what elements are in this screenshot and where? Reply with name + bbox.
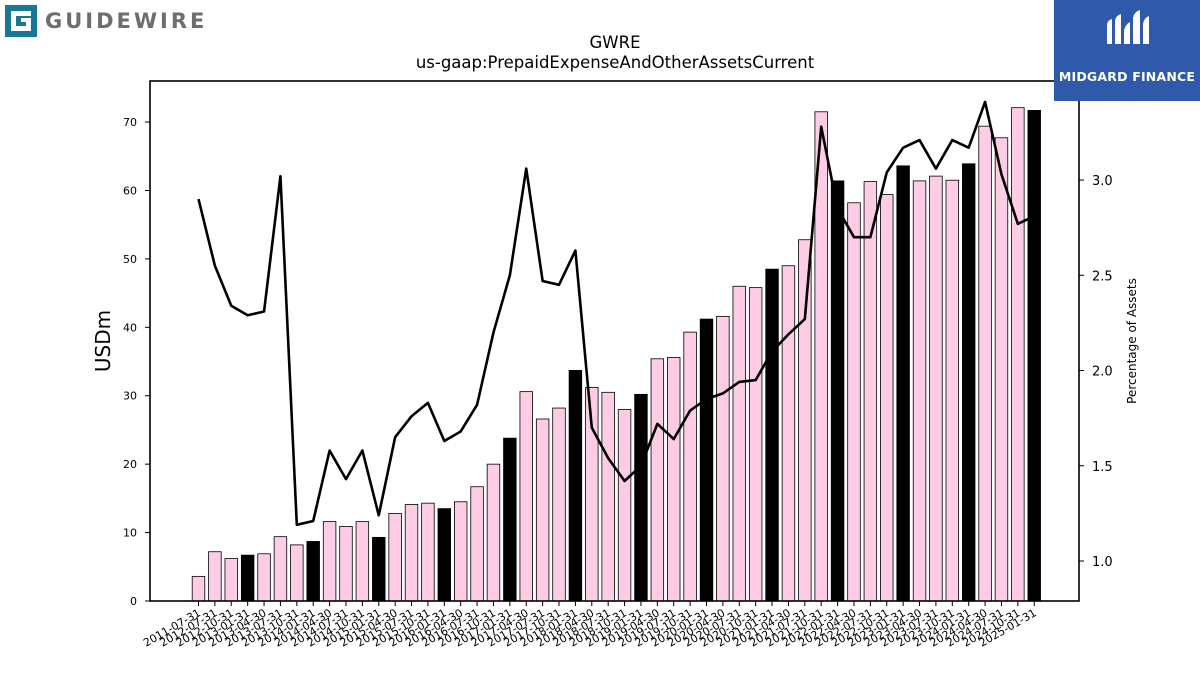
midgard-wordmark: MIDGARD FINANCE [1058, 69, 1196, 84]
line-series [197, 100, 1035, 527]
y-tick-label: 60 [123, 184, 137, 197]
bar [912, 180, 927, 602]
bar [486, 463, 501, 602]
percentage-line [197, 100, 1035, 527]
bar-highlight [503, 437, 517, 602]
bar [388, 513, 402, 602]
bar [355, 521, 370, 602]
y-axis-label: USDm [91, 310, 115, 372]
bar [224, 558, 238, 602]
bar [798, 239, 812, 602]
bar-highlight [437, 508, 452, 602]
bar [945, 179, 960, 602]
bar [453, 501, 468, 602]
bar [748, 287, 763, 602]
guidewire-logo: GUIDEWIRE [5, 5, 207, 37]
bar [339, 526, 353, 602]
guidewire-wordmark: GUIDEWIRE [45, 9, 208, 33]
chart-subtitle: us-gaap:PrepaidExpenseAndOtherAssetsCurr… [416, 53, 815, 72]
bar-highlight [306, 541, 320, 602]
y-axis-left: 0 10 20 30 40 50 60 70 [123, 116, 150, 608]
bar [322, 521, 337, 602]
bar [880, 194, 894, 602]
guidewire-mark-icon [5, 5, 37, 37]
bar [601, 391, 615, 602]
bar [257, 553, 271, 602]
bar [552, 407, 566, 602]
y-axis-right: 1.0 1.5 2.0 2.5 3.0 [1079, 174, 1113, 570]
bar [519, 391, 533, 602]
y2-tick-label: 1.5 [1092, 460, 1113, 475]
bar [273, 536, 288, 602]
bar-highlight [372, 536, 386, 602]
y-tick-label: 0 [130, 595, 137, 608]
y-tick-label: 20 [123, 458, 137, 471]
y-tick-label: 30 [123, 390, 137, 403]
y2-tick-label: 2.0 [1092, 365, 1113, 380]
bar [421, 502, 435, 602]
bar [683, 331, 697, 602]
bar [470, 486, 484, 602]
bar-highlight [699, 318, 714, 602]
bar-highlight [634, 393, 648, 602]
bar-series [191, 107, 1041, 602]
y-tick-label: 70 [123, 116, 137, 129]
bar-highlight [240, 554, 255, 602]
bar-highlight [568, 370, 583, 602]
y2-tick-label: 2.5 [1092, 269, 1113, 284]
bar [781, 265, 796, 602]
bar-highlight [961, 163, 976, 602]
bar [716, 315, 730, 602]
bar [191, 575, 206, 602]
bar [667, 357, 681, 602]
bar-highlight [830, 180, 845, 602]
bar-highlight [896, 165, 910, 602]
chart-title: GWRE [590, 33, 641, 52]
y-tick-label: 10 [123, 527, 137, 540]
bar [732, 285, 746, 602]
y-tick-label: 50 [123, 253, 137, 266]
bar [994, 137, 1009, 602]
y2-tick-label: 3.0 [1092, 174, 1113, 189]
bar [208, 551, 222, 602]
bar [847, 202, 861, 602]
midgard-finance-logo: MIDGARD FINANCE [1054, 0, 1200, 101]
bar [404, 504, 419, 602]
midgard-mark-icon [1107, 10, 1149, 44]
bar [290, 544, 304, 602]
bar [929, 175, 943, 602]
y2-axis-label: Percentage of Assets [1125, 278, 1139, 404]
plot-frame [149, 80, 1080, 602]
bar-highlight [1027, 110, 1041, 602]
y-tick-label: 40 [123, 321, 137, 334]
x-axis: 2011-07-312012-07-312012-10-312013-01-31… [141, 601, 1039, 650]
bar [617, 409, 632, 602]
bar [863, 181, 878, 602]
bar [978, 125, 992, 602]
bar-highlight [765, 268, 779, 602]
bar [1011, 107, 1025, 602]
y2-tick-label: 1.0 [1092, 555, 1113, 570]
bar [535, 418, 550, 602]
bar [650, 358, 665, 602]
